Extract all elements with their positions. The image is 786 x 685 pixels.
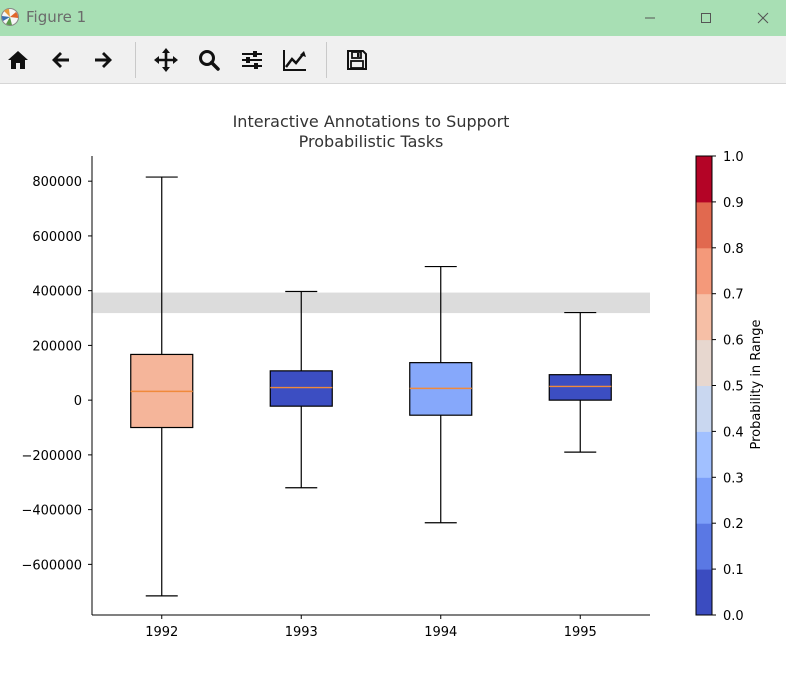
colorbar-tick-label: 1.0: [723, 150, 744, 165]
home-button[interactable]: [0, 42, 36, 78]
edit-axis-button[interactable]: [277, 42, 313, 78]
colorbar-tick-label: 0.6: [723, 334, 744, 349]
colorbar-segment: [696, 523, 712, 570]
boxplot-chart: Interactive Annotations to SupportProbab…: [21, 112, 764, 640]
colorbar-segment: [696, 156, 712, 203]
edit-axis-curve-icon: [283, 50, 306, 71]
window-title: Figure 1: [26, 8, 87, 26]
home-icon: [8, 51, 28, 69]
zoom-button[interactable]: [191, 42, 227, 78]
chart-title: Probabilistic Tasks: [299, 132, 444, 151]
configure-subplots-icon: [242, 51, 262, 69]
save-button[interactable]: [339, 42, 375, 78]
chart-title: Interactive Annotations to Support: [233, 112, 510, 131]
colorbar-tick-label: 0.1: [723, 563, 744, 578]
forward-arrow-icon: [95, 52, 112, 68]
colorbar-segment: [696, 339, 712, 386]
maximize-button[interactable]: [683, 0, 729, 36]
x-tick-label: 1992: [145, 625, 178, 640]
window-titlebar: Figure 1: [0, 0, 786, 36]
colorbar-tick-label: 0.9: [723, 196, 744, 211]
toolbar-separator: [326, 42, 327, 78]
colorbar-segment: [696, 385, 712, 432]
configure-subplots-button[interactable]: [234, 42, 270, 78]
colorbar-tick-label: 0.2: [723, 517, 744, 532]
minimize-button[interactable]: [627, 0, 673, 36]
colorbar-tick-label: 0.7: [723, 288, 744, 303]
box-1993: [269, 370, 333, 407]
y-tick-label: 800000: [32, 175, 82, 190]
colorbar-segment: [696, 569, 712, 616]
colorbar-tick-label: 0.4: [723, 425, 744, 440]
back-button[interactable]: [43, 42, 79, 78]
colorbar-label: Probability in Range: [749, 319, 764, 449]
y-tick-label: −200000: [21, 449, 82, 464]
maximize-icon: [701, 13, 711, 23]
save-floppy-icon: [347, 50, 367, 70]
forward-button[interactable]: [85, 42, 121, 78]
colorbar-tick-label: 0.8: [723, 242, 744, 257]
y-tick-label: 200000: [32, 339, 82, 354]
y-tick-label: 0: [74, 394, 82, 409]
y-tick-label: −600000: [21, 558, 82, 573]
close-icon: [757, 12, 769, 24]
figure-canvas[interactable]: Interactive Annotations to Support Probab…: [0, 84, 786, 681]
x-tick-label: 1994: [424, 625, 457, 640]
pan-move-icon: [154, 48, 178, 72]
colorbar-segment: [696, 431, 712, 478]
y-tick-label: −400000: [21, 504, 82, 519]
back-arrow-icon: [52, 52, 69, 68]
minimize-icon: [645, 17, 655, 19]
colorbar-segment: [696, 201, 712, 249]
colorbar-segment: [696, 247, 712, 295]
colorbar-tick-label: 0.0: [723, 609, 744, 624]
close-button[interactable]: [740, 0, 786, 36]
y-tick-label: 400000: [32, 285, 82, 300]
x-tick-label: 1993: [285, 625, 318, 640]
matplotlib-logo-icon: [1, 8, 19, 26]
navigation-toolbar: [0, 36, 786, 84]
colorbar-segment: [696, 477, 712, 524]
colorbar-tick-label: 0.5: [723, 380, 744, 395]
colorbar-segment: [696, 293, 712, 341]
box-1995: [548, 374, 612, 401]
pan-button[interactable]: [148, 42, 184, 78]
zoom-magnifier-icon: [199, 50, 220, 71]
y-tick-label: 600000: [32, 230, 82, 245]
x-tick-label: 1995: [564, 625, 597, 640]
toolbar-separator: [135, 42, 136, 78]
probability-range-band: [92, 292, 650, 314]
colorbar-tick-label: 0.3: [723, 471, 744, 486]
